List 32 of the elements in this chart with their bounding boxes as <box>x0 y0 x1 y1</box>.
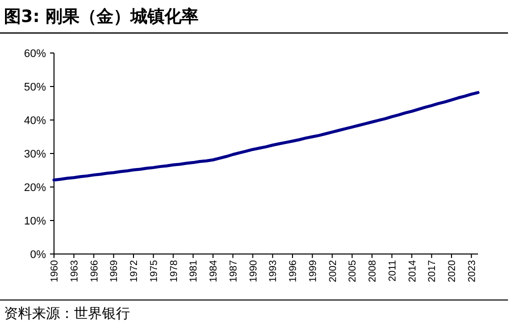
y-tick-label: 60% <box>24 48 46 60</box>
x-tick-label: 2017 <box>427 260 438 282</box>
y-tick-label: 20% <box>24 182 46 194</box>
y-tick-label: 40% <box>24 115 46 127</box>
x-tick-label: 2011 <box>387 260 398 282</box>
x-tick-label: 1993 <box>268 260 280 282</box>
y-tick-label: 10% <box>24 216 46 228</box>
x-tick-label: 2002 <box>328 260 339 282</box>
x-tick-label: 1999 <box>308 260 319 282</box>
text: 资料来源：世界银行 <box>4 306 130 322</box>
x-tick-label: 1978 <box>168 260 180 282</box>
x-tick-label: 1996 <box>288 260 299 282</box>
x-tick-label: 1975 <box>148 260 160 282</box>
x-tick-label: 1990 <box>248 260 260 282</box>
y-tick-label: 50% <box>24 82 46 94</box>
x-tick-label: 1981 <box>188 260 200 282</box>
x-tick-label: 1972 <box>129 260 140 282</box>
line-series <box>52 91 480 182</box>
x-tick-label: 2014 <box>407 260 418 282</box>
x-tick-label: 1987 <box>228 260 240 282</box>
x-tick-label: 1960 <box>50 260 60 282</box>
x-tick-label: 1966 <box>89 260 100 282</box>
y-tick-label: 0% <box>30 249 46 261</box>
x-tick-label: 1984 <box>208 260 220 282</box>
x-tick-label: 2023 <box>466 260 478 282</box>
chart-title: 图3: 刚果（金）城镇化率 <box>4 7 199 27</box>
x-tick-label: 1969 <box>109 260 120 282</box>
y-tick-label: 30% <box>24 148 46 160</box>
x-tick-label: 1963 <box>69 260 80 282</box>
x-tick-label: 2005 <box>348 260 359 282</box>
x-tick-label: 2020 <box>447 260 458 282</box>
x-tick-label: 2008 <box>368 260 378 282</box>
